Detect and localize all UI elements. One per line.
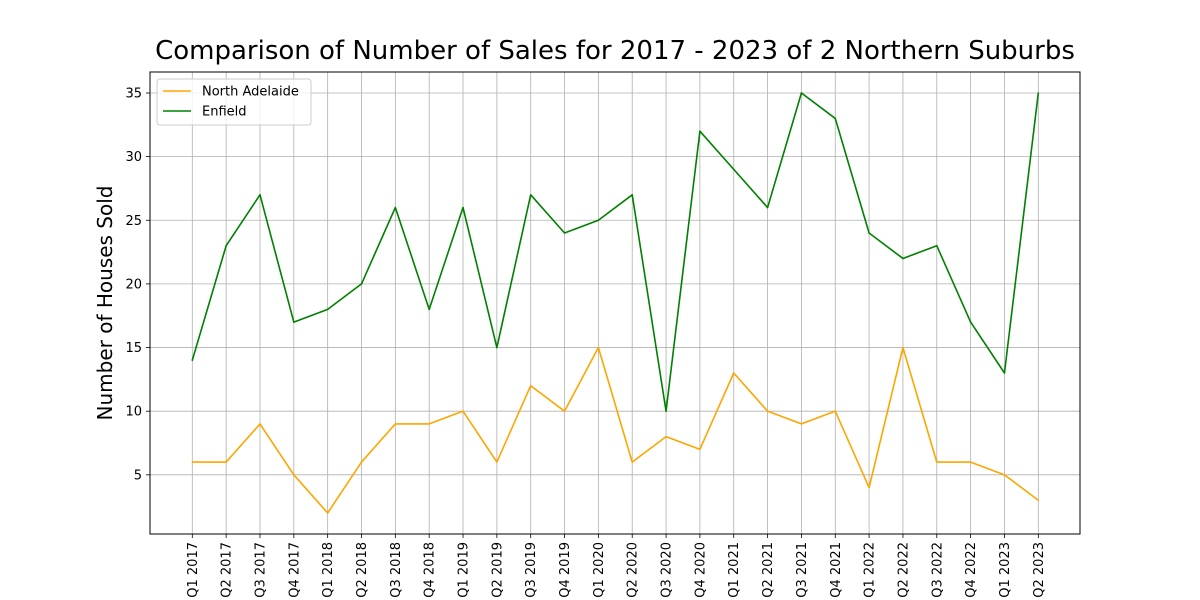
x-tick-label: Q2 2017	[220, 542, 235, 598]
y-tick-label: 30	[125, 150, 142, 165]
data-point-north-adelaide	[732, 372, 735, 374]
data-point-north-adelaide	[597, 346, 600, 349]
series-lines	[191, 92, 1040, 514]
x-tick-label: Q3 2020	[660, 542, 675, 598]
data-point-north-adelaide	[496, 461, 498, 463]
y-tick-label: 35	[125, 87, 142, 102]
data-point-north-adelaide	[259, 423, 261, 425]
data-point-enfield	[428, 308, 430, 311]
data-point-enfield	[969, 321, 972, 323]
data-point-north-adelaide	[902, 346, 904, 349]
data-point-north-adelaide	[462, 410, 464, 412]
x-tick-label: Q4 2020	[693, 542, 708, 598]
series-line-enfield	[191, 92, 1040, 412]
plot-area-frame	[149, 71, 1081, 535]
legend: North Adelaide Enfield	[156, 78, 312, 126]
data-point-enfield	[293, 321, 295, 323]
data-point-enfield	[665, 410, 667, 412]
data-point-north-adelaide	[394, 423, 397, 425]
data-point-north-adelaide	[631, 461, 634, 463]
data-point-north-adelaide	[935, 461, 938, 463]
y-axis-label: Number of Houses Sold	[93, 186, 117, 421]
x-tick-label: Q4 2018	[423, 542, 438, 598]
data-point-enfield	[496, 346, 498, 349]
x-tick-label: Q2 2022	[896, 542, 911, 598]
data-point-enfield	[394, 206, 397, 209]
grid	[150, 72, 1080, 534]
data-point-enfield	[259, 194, 261, 196]
chart-title: Comparison of Number of Sales for 2017 -…	[155, 36, 1075, 66]
legend-label-enfield: Enfield	[202, 105, 247, 120]
data-point-enfield	[563, 232, 566, 234]
data-point-enfield	[1037, 92, 1040, 94]
data-point-north-adelaide	[1003, 474, 1006, 476]
data-point-enfield	[766, 206, 769, 209]
data-point-enfield	[935, 244, 938, 247]
data-point-north-adelaide	[699, 448, 701, 451]
x-tick-label: Q3 2019	[524, 542, 539, 598]
data-point-north-adelaide	[360, 461, 363, 463]
x-tick-label: Q2 2018	[355, 542, 370, 598]
x-tick-label: Q3 2021	[795, 542, 810, 598]
data-point-north-adelaide	[1037, 499, 1040, 502]
data-point-north-adelaide	[326, 512, 329, 514]
x-tick-label: Q3 2018	[389, 542, 404, 598]
y-tick-label: 20	[125, 277, 142, 292]
data-point-north-adelaide	[665, 435, 667, 438]
x-tick-label: Q3 2017	[253, 542, 268, 598]
data-point-enfield	[800, 92, 803, 94]
data-point-north-adelaide	[800, 423, 803, 425]
data-point-north-adelaide	[293, 474, 295, 476]
data-point-north-adelaide	[868, 486, 870, 489]
x-tick-label: Q1 2017	[186, 542, 201, 598]
x-tick-label: Q2 2020	[626, 542, 641, 598]
data-point-enfield	[902, 257, 904, 260]
data-point-enfield	[834, 117, 837, 120]
x-tick-label: Q1 2018	[321, 542, 336, 598]
x-tick-label: Q2 2021	[761, 542, 776, 598]
data-point-enfield	[462, 206, 464, 209]
x-tick-label: Q1 2023	[998, 542, 1013, 598]
x-tick-label: Q2 2023	[1032, 542, 1047, 598]
data-point-north-adelaide	[428, 423, 430, 425]
x-tick-label: Q1 2020	[592, 542, 607, 598]
data-point-north-adelaide	[969, 461, 972, 463]
y-tick-label: 5	[134, 468, 142, 483]
x-tick-label: Q3 2022	[930, 542, 945, 598]
data-point-enfield	[191, 359, 194, 362]
data-point-enfield	[699, 130, 701, 132]
data-point-north-adelaide	[191, 461, 194, 463]
x-tick-label: Q1 2022	[863, 542, 878, 598]
series-line-north-adelaide	[192, 346, 1039, 514]
data-point-enfield	[360, 283, 363, 285]
y-tick-label: 15	[125, 341, 142, 356]
x-tick-label: Q1 2021	[727, 542, 742, 598]
data-point-north-adelaide	[529, 384, 532, 387]
x-axis-ticks: Q1 2017 Q2 2017 Q3 2017 Q4 2017 Q1 2018 Q2 20…	[186, 534, 1047, 598]
x-tick-label: Q4 2022	[964, 542, 979, 598]
y-axis-ticks: 5 10 15 20 25 30 35	[125, 87, 150, 483]
data-point-enfield	[1003, 372, 1006, 374]
legend-label-north-adelaide: North Adelaide	[202, 85, 299, 100]
x-tick-label: Q4 2019	[558, 542, 573, 598]
data-point-enfield	[868, 232, 870, 234]
x-tick-label: Q4 2017	[287, 542, 302, 598]
data-point-north-adelaide	[834, 410, 837, 412]
data-point-enfield	[631, 194, 634, 196]
x-tick-label: Q1 2019	[457, 542, 472, 598]
x-tick-label: Q4 2021	[829, 542, 844, 598]
y-tick-label: 25	[125, 214, 142, 229]
data-point-enfield	[597, 219, 600, 222]
x-tick-label: Q2 2019	[490, 542, 505, 598]
data-point-enfield	[732, 168, 735, 171]
y-tick-label: 10	[125, 405, 142, 420]
legend-box	[156, 78, 312, 126]
data-point-enfield	[529, 194, 532, 196]
data-point-north-adelaide	[225, 461, 227, 463]
data-point-north-adelaide	[766, 410, 769, 412]
data-point-enfield	[225, 244, 227, 247]
data-point-north-adelaide	[563, 410, 566, 412]
data-point-enfield	[326, 308, 329, 311]
